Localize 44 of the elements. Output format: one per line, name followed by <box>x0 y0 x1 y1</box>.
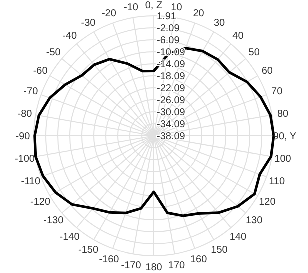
spoke-label: -170 <box>121 260 142 272</box>
y-tick-label: -38.09 <box>157 132 186 142</box>
spoke-label: 100 <box>274 154 292 166</box>
spoke-label: -40 <box>62 31 78 42</box>
spoke-label: -150 <box>78 244 99 256</box>
spoke-label: 120 <box>259 197 276 208</box>
y-tick-label: -30.09 <box>157 108 186 118</box>
spoke-label: 20 <box>193 8 205 20</box>
spoke-label: 140 <box>230 232 247 243</box>
spoke-label: -70 <box>24 86 39 98</box>
spoke-label: -100 <box>14 154 36 166</box>
y-tick-label: -6.09 <box>157 36 180 46</box>
spoke-label: -80 <box>18 108 33 120</box>
spoke-label: 130 <box>246 216 264 227</box>
spoke-label: -20 <box>102 8 117 20</box>
spoke-label: -30 <box>81 18 96 30</box>
spoke-label: 180 <box>146 262 163 273</box>
spoke-label: -60 <box>33 66 48 77</box>
y-tick-label: -22.09 <box>157 84 186 94</box>
y-tick-label: 1.91 <box>157 12 177 22</box>
spoke-label: -130 <box>44 216 64 227</box>
spoke-label: -90 <box>16 132 31 142</box>
spoke-label: -110 <box>21 176 41 188</box>
spoke-label: -140 <box>60 232 80 243</box>
spoke-label: -160 <box>99 254 120 266</box>
y-tick-label: -26.09 <box>157 96 186 106</box>
spoke-label: -10 <box>124 2 139 14</box>
spoke-label: 110 <box>269 176 286 188</box>
spoke-label: 0, Z <box>145 0 163 12</box>
spoke-label: 160 <box>190 254 208 266</box>
spoke-label: -50 <box>46 47 62 58</box>
y-tick-label: -18.09 <box>157 72 186 82</box>
spoke-label: 170 <box>168 260 186 272</box>
spoke-label: 40 <box>232 31 244 42</box>
y-tick-label: -2.09 <box>157 24 180 34</box>
spoke-label: 30 <box>214 18 226 30</box>
spoke-label: 60 <box>262 66 274 77</box>
spoke-label: 150 <box>211 244 228 256</box>
spoke-label: 80 <box>277 108 290 120</box>
spoke-label: 50 <box>248 47 260 58</box>
spoke-label: 70 <box>272 86 284 98</box>
spoke-label: 10 <box>171 2 183 14</box>
y-tick-label: -34.09 <box>157 120 186 130</box>
spoke-label: -120 <box>30 197 51 208</box>
